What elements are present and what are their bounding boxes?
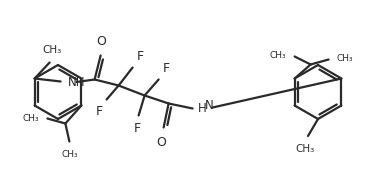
Text: F: F — [163, 61, 170, 75]
Text: N: N — [205, 99, 214, 112]
Text: CH₃: CH₃ — [336, 54, 353, 63]
Text: CH₃: CH₃ — [23, 114, 39, 123]
Text: H: H — [198, 102, 207, 115]
Text: F: F — [95, 105, 103, 117]
Text: O: O — [97, 34, 107, 48]
Text: O: O — [157, 135, 166, 149]
Text: NH: NH — [68, 76, 85, 89]
Text: F: F — [134, 122, 141, 135]
Text: CH₃: CH₃ — [270, 51, 287, 60]
Text: F: F — [137, 50, 144, 63]
Text: CH₃: CH₃ — [42, 45, 61, 55]
Text: CH₃: CH₃ — [295, 144, 315, 154]
Text: CH₃: CH₃ — [61, 149, 78, 159]
